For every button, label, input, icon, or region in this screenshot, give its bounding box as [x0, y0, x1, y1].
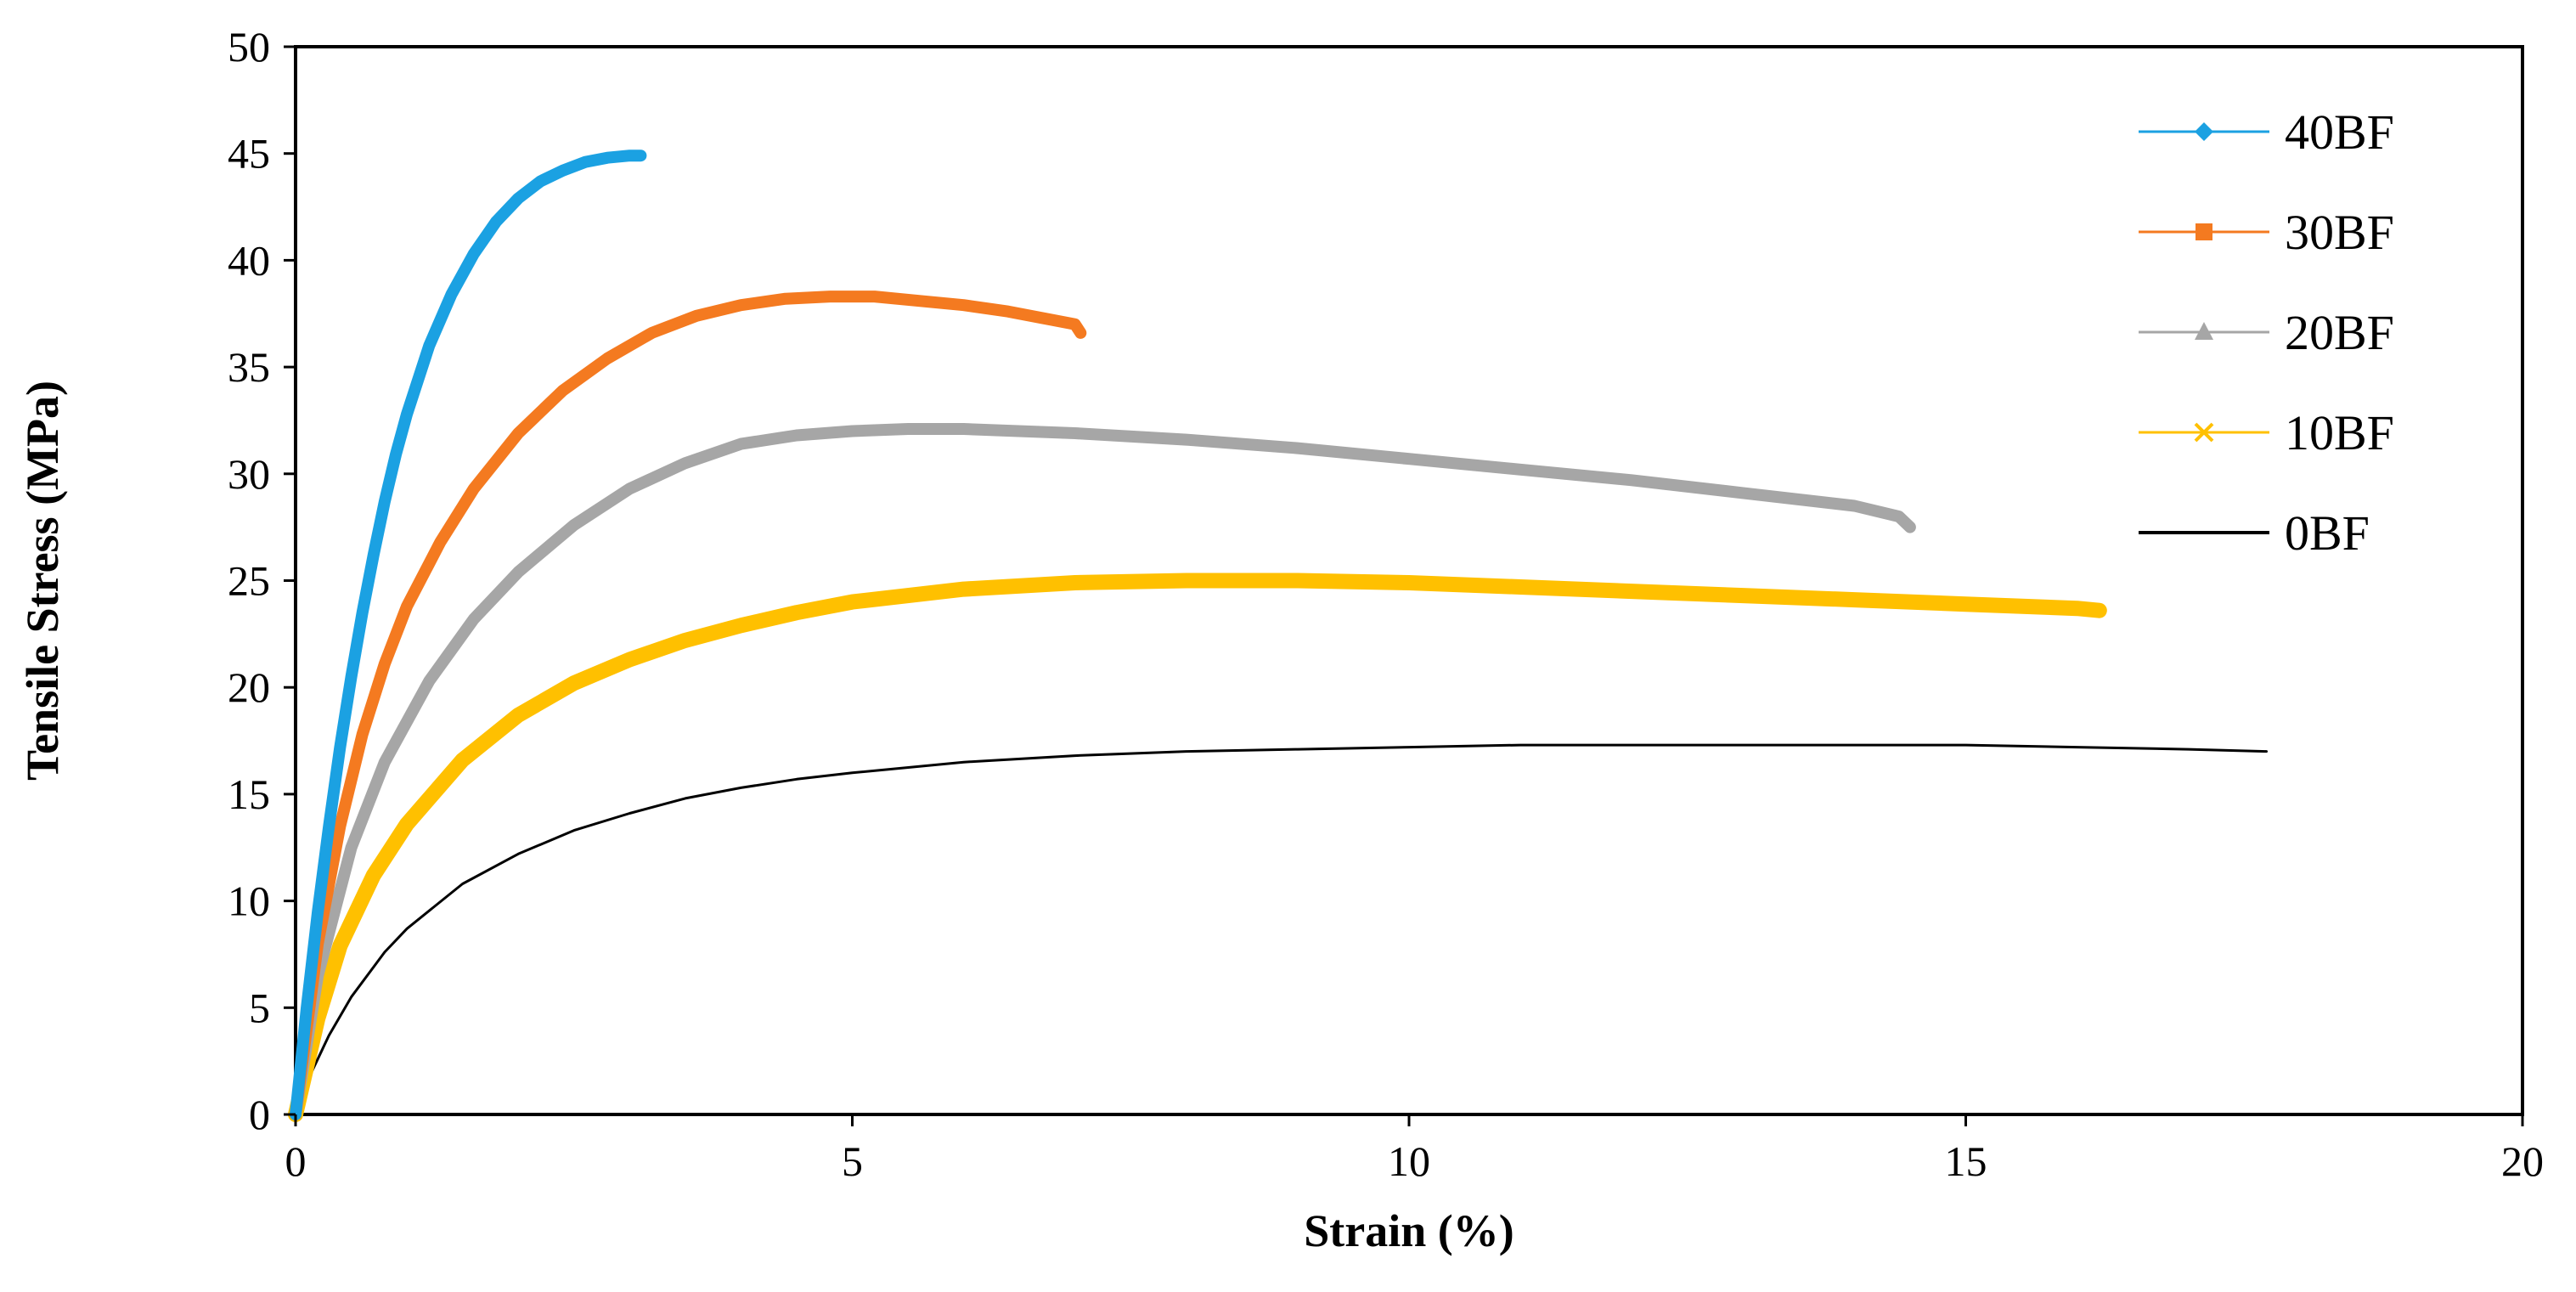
- y-tick-label: 35: [228, 343, 270, 391]
- legend-label: 20BF: [2285, 305, 2394, 360]
- legend-label: 40BF: [2285, 104, 2394, 160]
- series-line-10bf: [288, 573, 2107, 1122]
- x-axis-title: Strain (%): [1304, 1205, 1513, 1256]
- x-tick-label: 15: [1945, 1137, 1987, 1185]
- x-tick-label: 5: [842, 1137, 863, 1185]
- plot-area: [288, 45, 2524, 1122]
- x-tick-label: 0: [285, 1137, 307, 1185]
- y-tick-label: 20: [228, 663, 270, 711]
- y-tick-label: 40: [228, 236, 270, 284]
- legend-item-0bf: 0BF: [2139, 505, 2370, 561]
- y-tick-label: 15: [228, 770, 270, 818]
- y-tick-label: 10: [228, 877, 270, 925]
- legend-item-40bf: 40BF: [2139, 104, 2394, 160]
- series-line-0bf: [294, 743, 2268, 1116]
- legend-marker-triangle: [2195, 322, 2213, 340]
- series-group: [288, 150, 2268, 1122]
- series-line-30bf: [290, 291, 1087, 1120]
- x-axis: 0 5 10 15 20: [285, 1114, 2544, 1185]
- legend-label: 0BF: [2285, 505, 2370, 561]
- legend-item-20bf: 20BF: [2139, 305, 2394, 360]
- y-axis: 0 5 10 15 20 25 30 35 40 45 50: [228, 23, 296, 1138]
- legend-item-30bf: 30BF: [2139, 205, 2394, 260]
- legend-label: 30BF: [2285, 205, 2394, 260]
- legend-marker-diamond: [2195, 122, 2213, 141]
- y-tick-label: 5: [249, 984, 270, 1031]
- y-tick-label: 30: [228, 450, 270, 498]
- series-line-40bf: [290, 150, 647, 1120]
- legend: 40BF 30BF 20BF 10BF 0BF: [2139, 104, 2394, 561]
- x-tick-label: 10: [1388, 1137, 1430, 1185]
- legend-item-10bf: 10BF: [2139, 405, 2394, 460]
- y-axis-title: Tensile Stress (MPa): [17, 381, 68, 781]
- y-tick-label: 0: [249, 1091, 270, 1138]
- x-tick-label: 20: [2501, 1137, 2544, 1185]
- legend-marker-x: [2194, 422, 2214, 443]
- y-tick-label: 25: [228, 557, 270, 605]
- legend-label: 10BF: [2285, 405, 2394, 460]
- y-tick-label: 45: [228, 130, 270, 178]
- legend-marker-square: [2196, 223, 2212, 240]
- series-line-20bf: [290, 423, 1916, 1120]
- y-tick-label: 50: [228, 23, 270, 71]
